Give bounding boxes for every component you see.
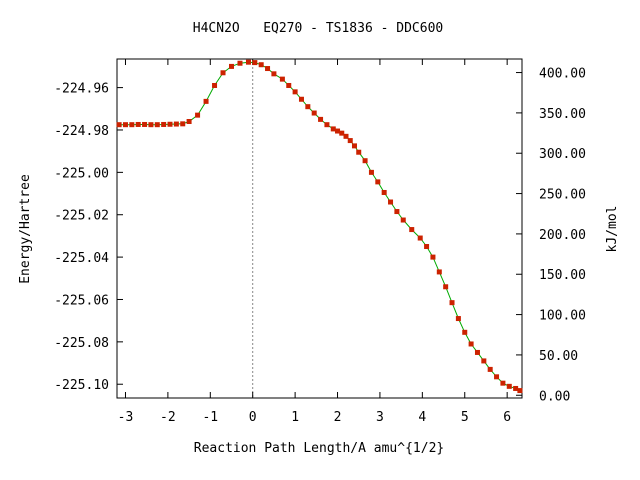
data-point — [347, 138, 353, 144]
y-axis-label: Energy/Hartree — [18, 174, 33, 284]
data-point — [500, 380, 506, 386]
data-point — [279, 76, 285, 82]
data-point — [462, 329, 468, 335]
data-point — [142, 121, 148, 127]
x-tick-label: 5 — [461, 410, 469, 425]
data-point — [330, 126, 336, 132]
x-tick-label: -2 — [160, 410, 176, 425]
data-point — [237, 60, 243, 66]
data-point — [343, 133, 349, 139]
x-tick-label: 1 — [291, 410, 299, 425]
data-point — [368, 169, 374, 175]
plot-frame — [116, 58, 523, 399]
x-tick-label: 2 — [334, 410, 342, 425]
data-point — [455, 316, 461, 322]
data-point — [443, 284, 449, 290]
data-point — [481, 358, 487, 364]
data-point — [324, 122, 330, 128]
y-tick-label: -224.98 — [54, 124, 109, 139]
chart-title: H4CN2O EQ270 - TS1836 - DDC600 — [193, 21, 443, 36]
data-point — [375, 179, 381, 185]
data-point — [180, 121, 186, 127]
data-point — [286, 82, 292, 88]
data-point — [356, 149, 362, 155]
x-tick-label: -1 — [202, 410, 218, 425]
data-point — [167, 121, 173, 127]
data-point — [381, 189, 387, 195]
x-tick-label: 3 — [376, 410, 384, 425]
data-point — [318, 116, 324, 122]
y2-tick-label: 300.00 — [539, 147, 586, 162]
data-point — [148, 122, 154, 128]
y2-tick-label: 50.00 — [539, 349, 578, 364]
data-point — [409, 227, 415, 233]
data-point — [116, 122, 122, 128]
y-tick-label: -225.00 — [54, 166, 109, 181]
x-tick-label: -3 — [118, 410, 134, 425]
data-point — [135, 121, 141, 127]
y2-tick-label: 350.00 — [539, 107, 586, 122]
x-tick-label: 0 — [249, 410, 257, 425]
data-point — [271, 71, 277, 77]
data-point — [203, 98, 209, 104]
data-point — [122, 122, 128, 128]
data-point — [487, 366, 493, 372]
y-tick-label: -225.04 — [54, 251, 109, 266]
data-point — [265, 66, 271, 72]
data-point — [400, 217, 406, 223]
y-tick-label: -225.10 — [54, 378, 109, 393]
data-point — [245, 59, 251, 65]
y-tick-label: -225.02 — [54, 209, 109, 224]
y2-tick-label: 150.00 — [539, 268, 586, 283]
data-point — [335, 128, 341, 134]
series-line — [119, 61, 521, 392]
x-tick-label: 4 — [418, 410, 426, 425]
data-point — [436, 269, 442, 275]
data-point — [252, 60, 258, 66]
data-point — [506, 383, 512, 389]
data-point — [292, 89, 298, 95]
y-tick-label: -224.96 — [54, 82, 109, 97]
data-point — [474, 349, 480, 355]
data-point — [258, 62, 264, 68]
data-point — [195, 112, 201, 118]
data-point — [229, 63, 235, 69]
y2-tick-label: 400.00 — [539, 67, 586, 82]
data-point — [468, 341, 474, 347]
data-point — [449, 300, 455, 306]
data-point — [513, 385, 519, 391]
data-point — [311, 110, 317, 116]
data-point — [161, 121, 167, 127]
data-point — [417, 235, 423, 241]
data-point — [173, 121, 179, 127]
y2-tick-label: 0.00 — [539, 389, 570, 404]
y2-axis-label: kJ/mol — [605, 206, 620, 253]
data-point — [362, 158, 368, 164]
data-point — [388, 199, 394, 205]
y2-tick-label: 250.00 — [539, 188, 586, 203]
y-tick-label: -225.06 — [54, 293, 109, 308]
data-point — [212, 82, 218, 88]
x-tick-label: 6 — [503, 410, 511, 425]
data-point — [186, 119, 192, 125]
data-point — [339, 130, 345, 136]
data-point — [305, 104, 311, 110]
data-point — [351, 143, 357, 149]
y-tick-label: -225.08 — [54, 336, 109, 351]
data-point — [220, 70, 226, 76]
data-point — [424, 244, 430, 250]
data-point — [298, 96, 304, 102]
y2-tick-label: 200.00 — [539, 228, 586, 243]
y2-tick-label: 100.00 — [539, 309, 586, 324]
data-point — [494, 374, 500, 380]
data-point — [430, 254, 436, 260]
data-point — [154, 122, 160, 128]
data-point — [517, 388, 523, 394]
x-axis-label: Reaction Path Length/A amu^{1/2} — [194, 441, 444, 456]
data-point — [394, 209, 400, 215]
data-point — [129, 122, 135, 128]
